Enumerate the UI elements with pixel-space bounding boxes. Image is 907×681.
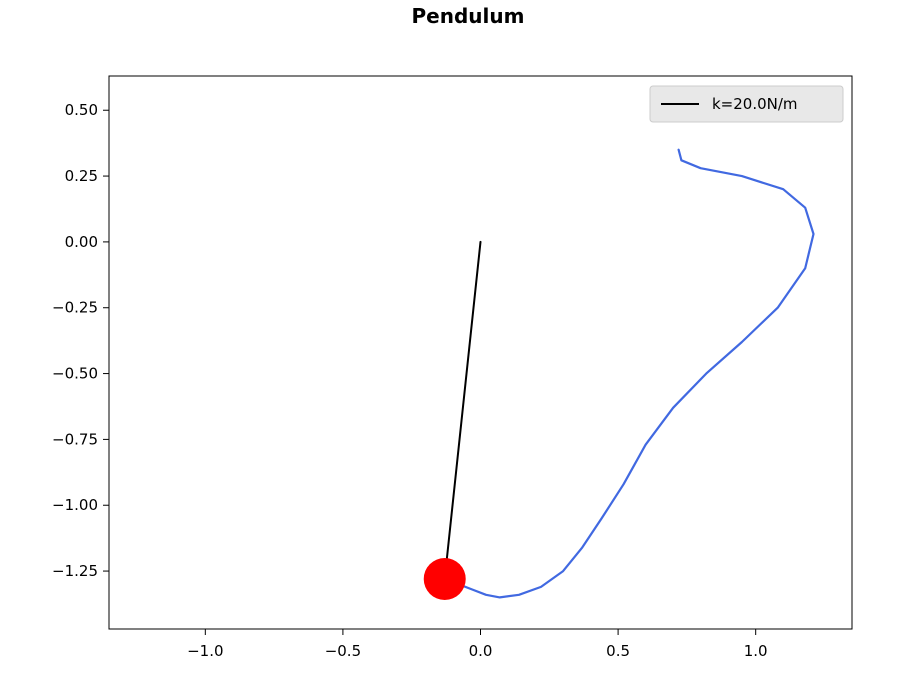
x-tick-label: 0.0 [469,642,493,660]
y-tick-label: −0.25 [52,299,98,317]
y-tick-label: 0.00 [65,233,98,251]
y-tick-label: −0.75 [52,430,98,448]
pendulum-bob [423,557,466,600]
x-tick-label: 1.0 [744,642,768,660]
chart-title: Pendulum [412,4,525,28]
x-tick-label: −1.0 [187,642,223,660]
y-tick-label: −0.50 [52,365,98,383]
axes: −1.0 −0.5 0.0 0.5 1.0 0.50 0.25 0.00 −0.25 −0.50 −… [52,75,853,660]
plot-area [423,148,815,600]
legend-box [649,85,844,123]
x-tick-label: −0.5 [325,642,361,660]
legend-label: k=20.0N/m [712,95,798,113]
y-tick-label: −1.25 [52,562,98,580]
pendulum-rod-line [443,240,482,580]
y-tick-label: 0.50 [65,101,98,119]
y-tick-label: 0.25 [65,167,98,185]
legend: k=20.0N/m [649,85,844,123]
trajectory-line [443,148,815,599]
y-tick-label: −1.00 [52,496,98,514]
axes-frame [108,75,853,630]
x-tick-label: 0.5 [606,642,630,660]
